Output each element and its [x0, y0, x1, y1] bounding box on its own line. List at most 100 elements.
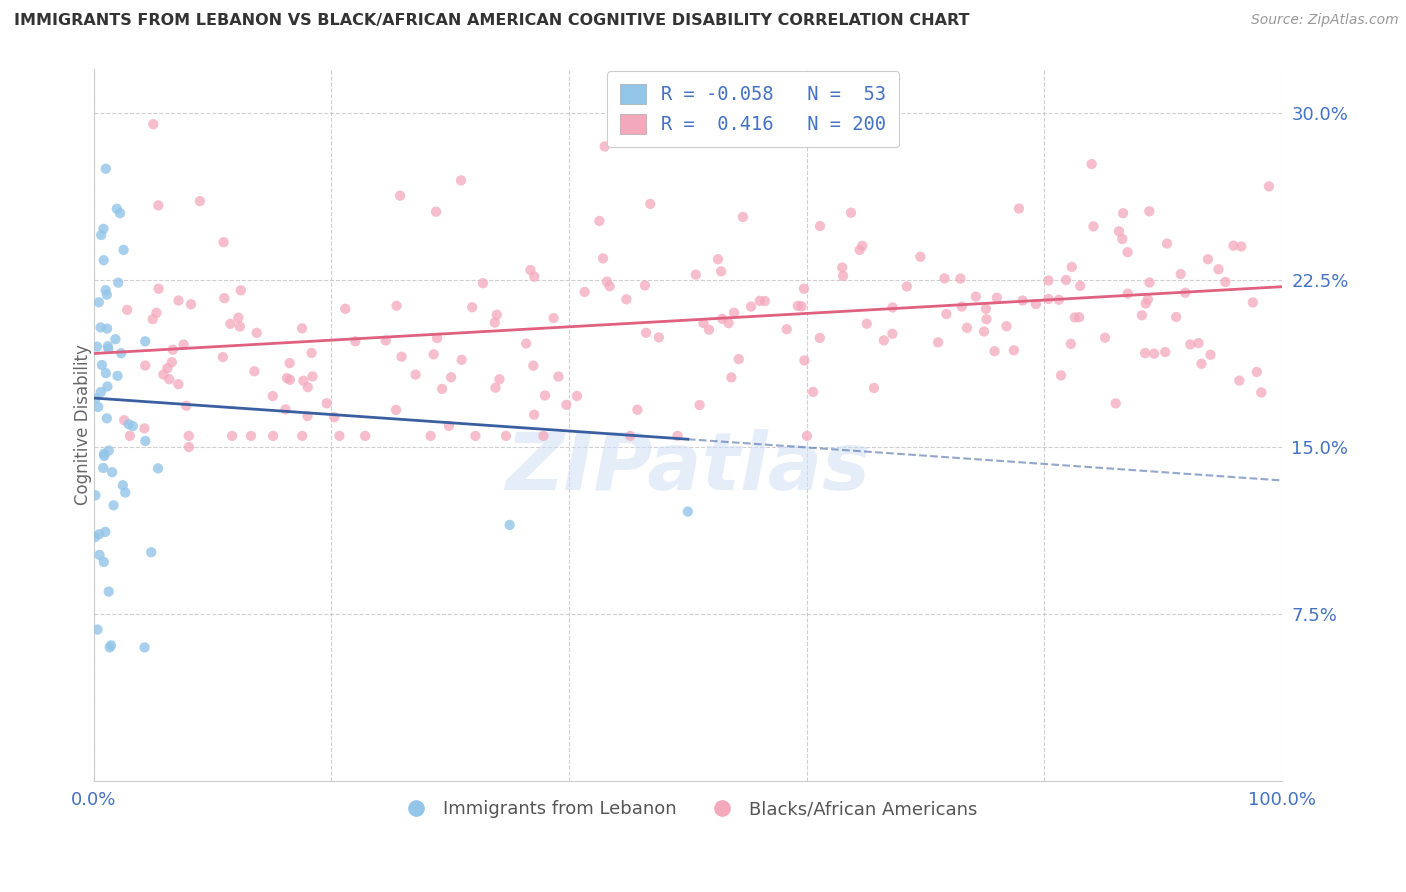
Point [112, 413, 135, 427]
Point [596, 275, 619, 289]
Point [759, 128, 782, 143]
Point [1038, 292, 1060, 306]
Point [87, 527, 110, 541]
Point [276, 371, 298, 385]
Point [157, 372, 180, 386]
Point [555, 398, 578, 412]
Point [616, 293, 638, 307]
Point [104, 332, 127, 346]
Point [180, 297, 202, 311]
Point [96, 287, 118, 301]
Point [335, 301, 357, 316]
Point [619, 429, 641, 443]
Point [523, 269, 546, 284]
Point [593, 139, 616, 153]
Point [87, 295, 110, 310]
Point [112, 243, 135, 257]
Point [93, 447, 115, 461]
Point [430, 382, 453, 396]
Point [1069, 310, 1091, 325]
Point [94, 283, 117, 297]
Text: IMMIGRANTS FROM LEBANON VS BLACK/AFRICAN AMERICAN COGNITIVE DISABILITY CORRELATI: IMMIGRANTS FROM LEBANON VS BLACK/AFRICAN… [14, 13, 970, 29]
Point [374, 334, 396, 348]
Point [243, 364, 266, 378]
Point [983, 344, 1005, 359]
Point [229, 319, 252, 334]
Point [790, 299, 813, 313]
Point [1002, 343, 1025, 358]
Point [121, 419, 143, 434]
Point [965, 290, 987, 304]
Point [488, 372, 510, 386]
Point [950, 300, 973, 314]
Point [949, 271, 972, 285]
Point [114, 485, 136, 500]
Point [173, 337, 195, 351]
Point [1215, 275, 1237, 289]
Point [995, 319, 1018, 334]
Point [385, 299, 408, 313]
Point [648, 330, 671, 344]
Point [1191, 357, 1213, 371]
Point [405, 368, 427, 382]
Point [1047, 293, 1070, 307]
Point [927, 335, 949, 350]
Point [720, 370, 742, 384]
Point [108, 206, 131, 220]
Point [134, 434, 156, 448]
Point [301, 346, 323, 360]
Point [626, 402, 648, 417]
Point [84, 488, 107, 502]
Point [93, 253, 115, 268]
Point [174, 399, 197, 413]
Point [910, 250, 932, 264]
Point [145, 306, 167, 320]
Point [148, 282, 170, 296]
Point [278, 373, 301, 387]
Point [574, 285, 596, 299]
Point [793, 282, 815, 296]
Point [110, 346, 132, 360]
Point [1133, 346, 1156, 360]
Point [262, 389, 284, 403]
Point [717, 316, 740, 330]
Point [291, 321, 314, 335]
Point [91, 358, 114, 372]
Point [519, 263, 541, 277]
Point [882, 326, 904, 341]
Point [710, 264, 733, 278]
Point [1111, 232, 1133, 246]
Point [84, 392, 107, 406]
Point [676, 505, 699, 519]
Point [831, 260, 853, 275]
Point [118, 429, 141, 443]
Point [588, 214, 610, 228]
Point [1174, 285, 1197, 300]
Point [796, 429, 818, 443]
Point [973, 325, 995, 339]
Point [214, 291, 236, 305]
Point [1063, 310, 1085, 325]
Point [105, 202, 128, 216]
Point [278, 356, 301, 370]
Point [1222, 238, 1244, 252]
Point [221, 429, 243, 443]
Point [90, 320, 112, 334]
Point [142, 312, 165, 326]
Point [90, 227, 112, 242]
Point [94, 524, 117, 539]
Point [523, 408, 546, 422]
Point [522, 359, 544, 373]
Point [1105, 396, 1128, 410]
Point [162, 343, 184, 357]
Point [1208, 262, 1230, 277]
Point [94, 366, 117, 380]
Point [98, 640, 121, 655]
Point [291, 429, 314, 443]
Point [107, 368, 129, 383]
Point [177, 440, 200, 454]
Point [464, 429, 486, 443]
Point [188, 194, 211, 208]
Point [141, 545, 163, 559]
Point [839, 205, 862, 219]
